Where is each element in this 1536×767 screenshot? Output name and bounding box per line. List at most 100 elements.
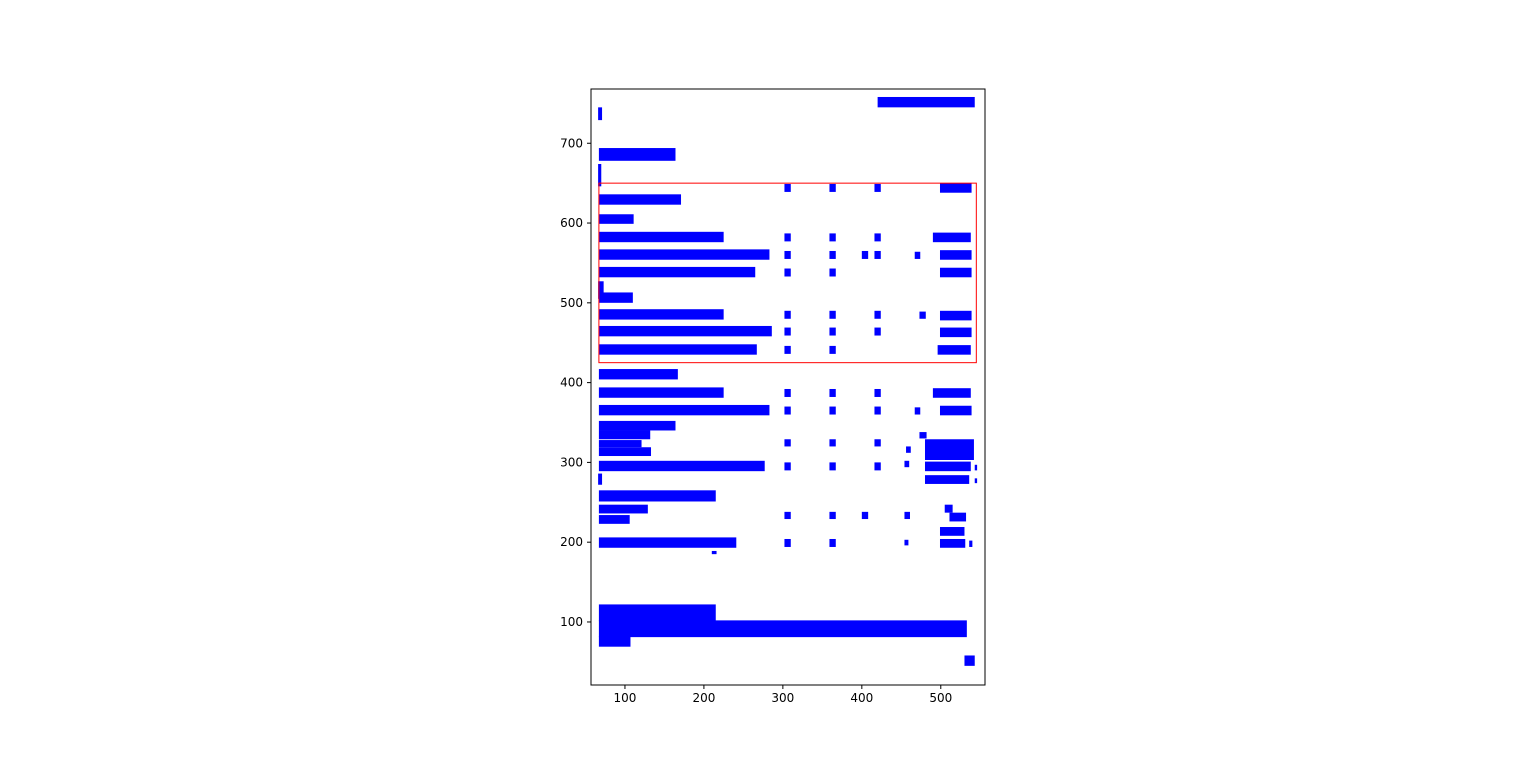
data-bar	[924, 439, 974, 460]
data-bar	[598, 231, 724, 243]
data-bar	[937, 345, 971, 355]
data-bar	[784, 183, 791, 192]
data-bar	[974, 478, 978, 484]
data-bar	[598, 369, 678, 380]
data-bar	[939, 327, 972, 338]
data-bar	[784, 406, 791, 415]
x-tick-label: 400	[850, 691, 873, 705]
data-bar	[829, 439, 836, 447]
data-bar	[829, 462, 836, 471]
x-tick-label: 500	[929, 691, 952, 705]
data-bar	[949, 512, 967, 522]
x-tick-label: 200	[692, 691, 715, 705]
data-bar	[877, 96, 975, 108]
data-bar	[598, 309, 724, 320]
y-tick-label: 500	[560, 296, 583, 310]
highlight-rect	[598, 182, 977, 364]
data-bar	[874, 310, 881, 319]
data-bar	[874, 439, 881, 447]
data-bar	[932, 388, 971, 398]
data-bar	[829, 388, 836, 397]
x-tick-label: 300	[771, 691, 794, 705]
data-bar	[784, 538, 791, 547]
data-bar	[598, 194, 682, 205]
data-bar	[969, 540, 973, 547]
data-bar	[939, 267, 972, 278]
data-bar	[939, 250, 972, 260]
data-bar	[598, 430, 651, 440]
data-bar	[598, 515, 630, 524]
data-bar	[919, 432, 927, 439]
data-bar	[874, 388, 881, 397]
data-bar	[598, 325, 772, 337]
data-bar	[598, 281, 604, 299]
data-bar	[784, 250, 791, 259]
data-bar	[598, 266, 756, 278]
data-bar	[598, 164, 602, 187]
data-bar	[974, 464, 978, 471]
data-bar	[919, 311, 926, 319]
data-bar	[874, 250, 881, 259]
data-bar	[784, 268, 791, 277]
data-bar	[598, 447, 652, 457]
data-bar	[598, 404, 770, 416]
data-bar	[784, 327, 791, 336]
data-bar	[829, 250, 836, 259]
y-tick-label: 700	[560, 136, 583, 150]
data-bar	[904, 539, 909, 546]
data-bar	[874, 462, 881, 471]
data-bar	[939, 527, 965, 536]
data-bar	[598, 504, 648, 514]
data-bar	[924, 475, 970, 484]
data-bar	[861, 250, 869, 259]
data-bar	[784, 388, 791, 397]
data-bar	[914, 407, 921, 415]
data-bar	[874, 233, 881, 242]
data-bar	[914, 251, 921, 259]
y-tick-label: 600	[560, 216, 583, 230]
data-bar	[829, 268, 836, 277]
axes-frame	[590, 88, 986, 686]
data-bar	[598, 148, 676, 161]
data-bar	[598, 490, 716, 502]
y-tick-label: 300	[560, 455, 583, 469]
data-bar	[784, 345, 791, 354]
data-bar	[904, 460, 910, 468]
data-bar	[598, 473, 603, 485]
y-tick-label: 200	[560, 535, 583, 549]
data-bar	[829, 345, 836, 354]
x-tick-label: 100	[613, 691, 636, 705]
data-bar	[861, 511, 869, 520]
data-bar	[598, 537, 737, 548]
data-bar	[939, 310, 972, 321]
data-bar	[829, 310, 836, 319]
data-bar	[598, 636, 631, 647]
data-bar	[784, 310, 791, 319]
data-bar	[598, 387, 724, 398]
data-bar	[829, 183, 836, 192]
y-tick-label: 100	[560, 615, 583, 629]
data-bar	[598, 249, 770, 260]
data-bar	[598, 214, 634, 224]
data-bar	[964, 655, 975, 666]
data-bar	[829, 538, 836, 547]
data-bar	[598, 460, 765, 472]
data-bar	[874, 183, 881, 192]
data-bar	[829, 233, 836, 242]
data-bar	[874, 327, 881, 336]
data-bar	[598, 620, 967, 638]
data-bar	[874, 406, 881, 415]
data-bar	[904, 511, 910, 520]
data-bar	[944, 504, 953, 513]
data-bar	[598, 440, 642, 448]
data-bar	[829, 511, 836, 520]
data-bar	[784, 439, 791, 447]
data-bar	[939, 405, 972, 416]
data-bar	[939, 183, 972, 193]
data-bar	[598, 292, 633, 303]
data-bar	[598, 420, 676, 431]
data-bar	[906, 446, 911, 453]
y-tick-label: 400	[560, 376, 583, 390]
